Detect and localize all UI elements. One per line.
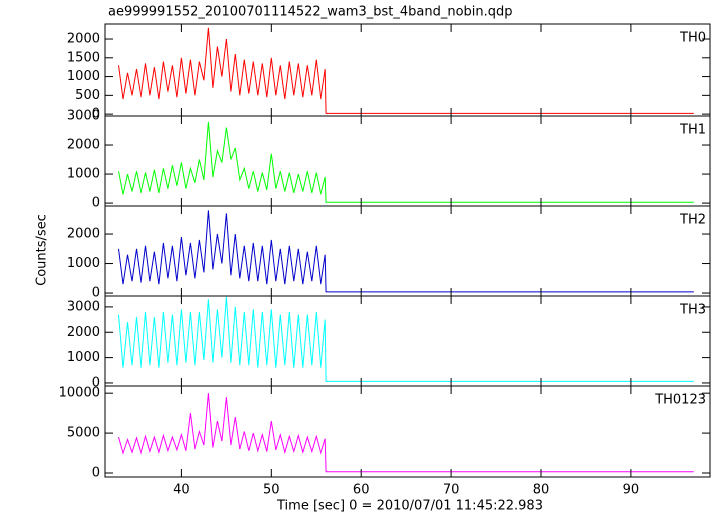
x-tick-label: 40 <box>173 483 190 498</box>
panel-frame <box>104 385 711 478</box>
x-tick-label: 90 <box>623 483 640 498</box>
y-tick-label: 0 <box>92 286 100 301</box>
panel-frame <box>104 115 711 207</box>
panel-label: TH3 <box>679 303 706 318</box>
y-tick-label: 2000 <box>67 227 100 242</box>
data-line <box>118 393 694 473</box>
panel-frame <box>104 23 711 117</box>
data-line <box>118 27 694 114</box>
y-tick-label: 3000 <box>67 109 100 124</box>
x-axis-label: Time [sec] 0 = 2010/07/01 11:45:22.983 <box>276 499 543 514</box>
y-tick-label: 5000 <box>67 426 100 441</box>
panel-frame <box>104 295 711 387</box>
x-tick-label: 60 <box>353 483 370 498</box>
x-tick-label: 80 <box>533 483 550 498</box>
chart-title: ae999991552_20100701114522_wam3_bst_4ban… <box>108 5 513 20</box>
y-tick-label: 0 <box>92 375 100 390</box>
y-tick-label: 1000 <box>67 350 100 365</box>
y-tick-label: 1000 <box>67 69 100 84</box>
panel-label: TH0 <box>679 31 706 46</box>
y-tick-label: 1000 <box>67 167 100 182</box>
y-tick-label: 1500 <box>67 50 100 65</box>
panel-frame <box>104 205 711 297</box>
data-line <box>118 296 694 382</box>
data-line <box>118 121 694 203</box>
x-tick-label: 70 <box>443 483 460 498</box>
y-tick-label: 1000 <box>67 256 100 271</box>
data-line <box>118 210 694 293</box>
y-tick-label: 0 <box>92 196 100 211</box>
y-tick-label: 2000 <box>67 138 100 153</box>
y-tick-label: 500 <box>75 88 100 103</box>
x-tick-label: 50 <box>263 483 280 498</box>
y-tick-label: 2000 <box>67 325 100 340</box>
y-tick-label: 2000 <box>67 32 100 47</box>
y-tick-label: 0 <box>92 107 100 122</box>
panel-label: TH0123 <box>654 393 706 408</box>
y-tick-label: 10000 <box>59 386 100 401</box>
panel-label: TH1 <box>679 123 706 138</box>
y-tick-label: 3000 <box>67 299 100 314</box>
y-tick-label: 0 <box>92 466 100 481</box>
panel-label: TH2 <box>679 213 706 228</box>
y-axis-label: Counts/sec <box>35 214 50 286</box>
